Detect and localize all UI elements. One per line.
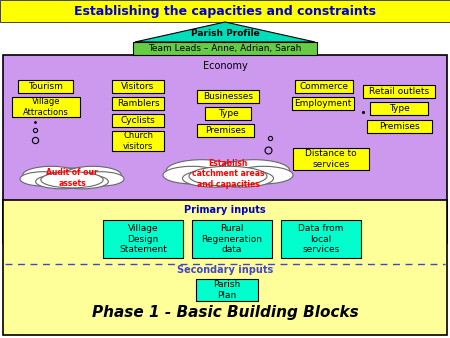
Ellipse shape	[36, 174, 88, 189]
FancyBboxPatch shape	[112, 80, 164, 93]
Ellipse shape	[56, 174, 108, 189]
Text: Data from
local
services: Data from local services	[298, 224, 344, 254]
Ellipse shape	[20, 172, 67, 186]
Text: Cyclists: Cyclists	[121, 116, 155, 125]
Text: Phase 1 - Basic Building Blocks: Phase 1 - Basic Building Blocks	[92, 305, 358, 319]
Text: Primary inputs: Primary inputs	[184, 205, 266, 215]
Ellipse shape	[183, 170, 248, 187]
FancyBboxPatch shape	[293, 148, 369, 170]
FancyBboxPatch shape	[112, 131, 164, 151]
FancyBboxPatch shape	[133, 42, 317, 55]
Text: Audit of our
assets: Audit of our assets	[46, 168, 98, 188]
Ellipse shape	[208, 170, 274, 187]
Text: Type: Type	[218, 109, 238, 118]
FancyBboxPatch shape	[370, 102, 428, 115]
Ellipse shape	[163, 166, 221, 184]
FancyBboxPatch shape	[3, 55, 447, 243]
FancyBboxPatch shape	[367, 120, 432, 133]
Text: Secondary inputs: Secondary inputs	[177, 265, 273, 275]
Text: Parish Profile: Parish Profile	[191, 28, 259, 38]
Ellipse shape	[218, 160, 290, 182]
Text: Village
Design
Statement: Village Design Statement	[119, 224, 167, 254]
Text: Church
visitors: Church visitors	[123, 131, 153, 151]
FancyBboxPatch shape	[112, 97, 164, 110]
FancyBboxPatch shape	[292, 97, 354, 110]
Text: Commerce: Commerce	[300, 82, 348, 91]
Text: Establishing the capacities and constraints: Establishing the capacities and constrai…	[74, 4, 376, 18]
Text: Type: Type	[389, 104, 410, 113]
Text: Ramblers: Ramblers	[117, 99, 159, 108]
Ellipse shape	[77, 172, 124, 186]
Ellipse shape	[189, 166, 267, 186]
FancyBboxPatch shape	[295, 80, 353, 93]
FancyBboxPatch shape	[112, 114, 164, 127]
Text: Tourism: Tourism	[28, 82, 63, 91]
Polygon shape	[135, 22, 315, 42]
FancyBboxPatch shape	[3, 200, 447, 335]
Text: Premises: Premises	[205, 126, 246, 135]
Ellipse shape	[166, 160, 238, 182]
Ellipse shape	[234, 166, 293, 184]
FancyBboxPatch shape	[197, 90, 259, 103]
FancyBboxPatch shape	[0, 0, 450, 22]
Text: Village
Attractions: Village Attractions	[23, 97, 69, 117]
FancyBboxPatch shape	[192, 220, 272, 258]
FancyBboxPatch shape	[363, 85, 435, 98]
Text: Visitors: Visitors	[122, 82, 155, 91]
FancyBboxPatch shape	[18, 80, 73, 93]
FancyBboxPatch shape	[196, 279, 258, 301]
Ellipse shape	[22, 166, 80, 184]
Text: Businesses: Businesses	[203, 92, 253, 101]
Text: Premises: Premises	[379, 122, 420, 131]
Text: Rural
Regeneration
data: Rural Regeneration data	[202, 224, 262, 254]
FancyBboxPatch shape	[197, 124, 254, 137]
Ellipse shape	[31, 168, 113, 188]
Text: Parish
Plan: Parish Plan	[213, 280, 241, 300]
Ellipse shape	[64, 166, 122, 184]
Text: Employment: Employment	[294, 99, 352, 108]
Ellipse shape	[41, 172, 103, 188]
Text: Economy: Economy	[202, 61, 248, 71]
Text: Retail outlets: Retail outlets	[369, 87, 429, 96]
FancyBboxPatch shape	[281, 220, 361, 258]
Ellipse shape	[176, 162, 280, 186]
FancyBboxPatch shape	[103, 220, 183, 258]
FancyBboxPatch shape	[12, 97, 80, 117]
Text: Distance to
services: Distance to services	[305, 149, 357, 169]
Text: Establish
catchment areas
and capacities: Establish catchment areas and capacities	[192, 159, 264, 189]
Text: Team Leads – Anne, Adrian, Sarah: Team Leads – Anne, Adrian, Sarah	[148, 44, 302, 53]
FancyBboxPatch shape	[205, 107, 251, 120]
